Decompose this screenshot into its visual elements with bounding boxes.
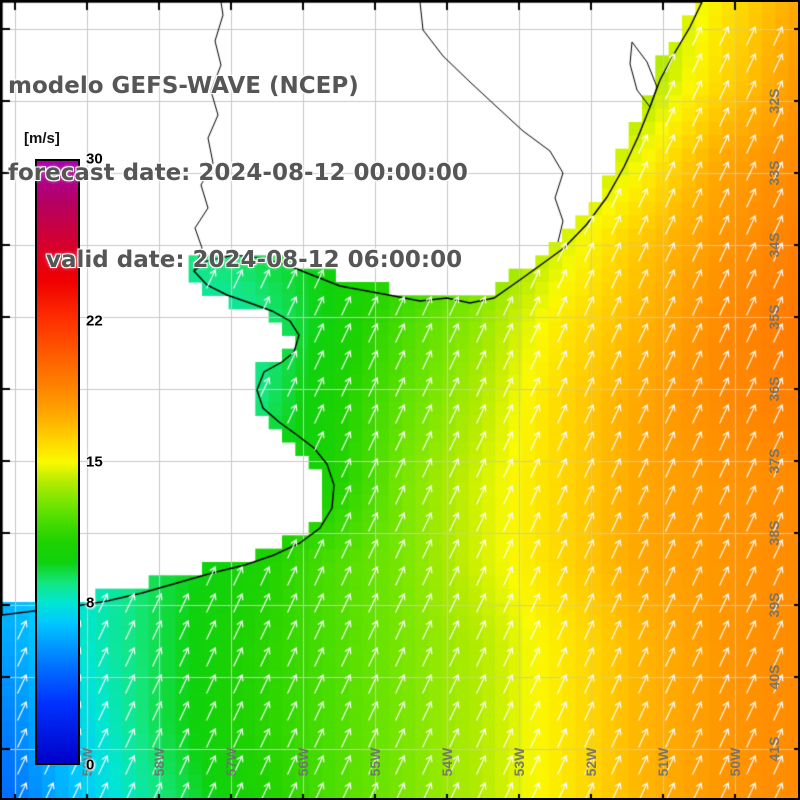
forecast-date-line: forecast date: 2024-08-12 00:00:00 [8,160,468,186]
colorbar-tick-label: 30 [86,150,103,168]
lon-label: 57W [223,747,239,777]
colorbar [35,159,80,765]
lat-label: 39S [766,592,782,618]
colorbar-unit-label: [m/s] [24,130,60,147]
lat-label: 35S [766,304,782,330]
colorbar-tick-label: 15 [86,453,103,471]
colorbar-tick-label: 8 [86,594,95,612]
lon-label: 58W [151,747,167,777]
lon-label: 53W [511,747,527,777]
lat-label: 33S [766,160,782,186]
colorbar-tick-label: 22 [86,312,103,330]
lat-label: 34S [766,232,782,258]
lat-label: 36S [766,376,782,402]
lat-label: 41S [766,736,782,762]
lat-label: 38S [766,520,782,546]
title-block: modelo GEFS-WAVE (NCEP) forecast date: 2… [8,14,468,333]
lon-label: 54W [439,747,455,777]
lat-label: 40S [766,664,782,690]
lon-label: 55W [367,747,383,777]
colorbar-tick-label: 0 [86,756,95,774]
lon-label: 51W [655,747,671,777]
lon-label: 50W [727,747,743,777]
model-title: modelo GEFS-WAVE (NCEP) [8,73,359,99]
valid-date-line: valid date: 2024-08-12 06:00:00 [46,247,463,273]
lat-label: 37S [766,448,782,474]
lon-label: 52W [583,747,599,777]
lat-label: 32S [766,88,782,114]
lon-label: 56W [295,747,311,777]
